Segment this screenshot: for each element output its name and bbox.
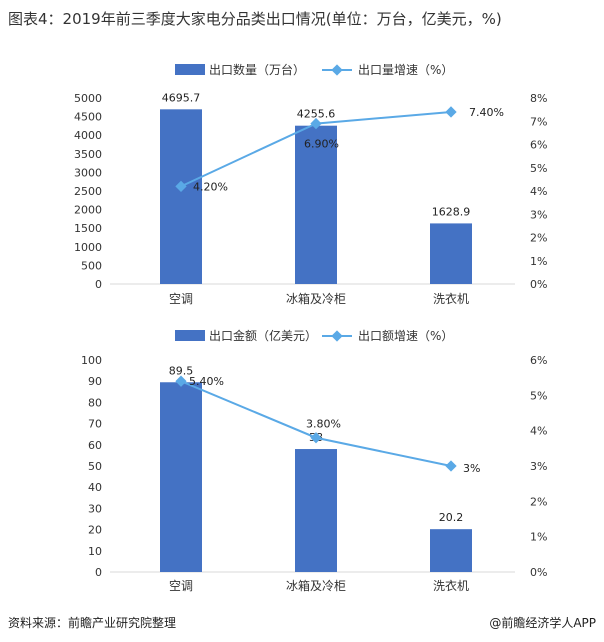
y-tick-label: 2000 — [74, 204, 102, 217]
y2-tick-label: 6% — [530, 139, 547, 152]
legend-line-marker — [331, 64, 343, 76]
bar-value-label: 4255.6 — [297, 108, 336, 121]
bar — [295, 449, 337, 572]
y-tick-label: 4500 — [74, 111, 102, 124]
page-title: 图表4：2019年前三季度大家电分品类出口情况(单位：万台，亿美元，%) — [8, 10, 502, 28]
y2-tick-label: 3% — [530, 460, 547, 473]
y-tick-label: 30 — [88, 502, 102, 515]
bar-value-label: 20.2 — [439, 511, 464, 524]
category-label: 冰箱及冷柜 — [286, 578, 346, 593]
category-label: 冰箱及冷柜 — [286, 291, 346, 306]
y2-tick-label: 0% — [530, 566, 547, 579]
brand-note: @前瞻经济学人APP — [489, 616, 596, 630]
bar-value-label: 1628.9 — [432, 205, 471, 218]
y-tick-label: 0 — [95, 278, 102, 291]
y-tick-label: 5000 — [74, 92, 102, 105]
bar-value-label: 4695.7 — [162, 91, 201, 104]
y2-tick-label: 0% — [530, 278, 547, 291]
y-tick-label: 10 — [88, 545, 102, 558]
legend-line-marker — [331, 330, 343, 342]
line-point — [445, 106, 457, 118]
line-value-label: 5.40% — [189, 375, 224, 388]
bar — [430, 529, 472, 572]
legend-line-label: 出口额增速（%） — [358, 329, 453, 343]
bar — [160, 109, 202, 284]
y2-tick-label: 1% — [530, 255, 547, 268]
line-value-label: 3% — [463, 462, 480, 475]
y2-tick-label: 4% — [530, 185, 547, 198]
category-label: 洗衣机 — [433, 291, 469, 306]
y-tick-label: 80 — [88, 396, 102, 409]
y2-tick-label: 5% — [530, 389, 547, 402]
bar — [295, 125, 337, 284]
category-label: 洗衣机 — [433, 578, 469, 593]
bar-value-label: 89.5 — [169, 364, 194, 377]
line-value-label: 3.80% — [306, 418, 341, 431]
legend-bar-swatch — [175, 64, 205, 75]
legend-bar-label: 出口数量（万台） — [209, 62, 305, 77]
y-tick-label: 500 — [81, 259, 102, 272]
legend-bar-swatch — [175, 330, 205, 341]
y-tick-label: 0 — [95, 566, 102, 579]
line-value-label: 6.90% — [304, 138, 339, 151]
y-tick-label: 60 — [88, 439, 102, 452]
category-label: 空调 — [169, 292, 193, 306]
y-tick-label: 2500 — [74, 185, 102, 198]
y-tick-label: 50 — [88, 460, 102, 473]
y2-tick-label: 7% — [530, 115, 547, 128]
y-tick-label: 1500 — [74, 222, 102, 235]
y2-tick-label: 8% — [530, 92, 547, 105]
legend-line-label: 出口量增速（%） — [358, 63, 453, 77]
y2-tick-label: 2% — [530, 232, 547, 245]
y2-tick-label: 5% — [530, 162, 547, 175]
y2-tick-label: 3% — [530, 208, 547, 221]
y2-tick-label: 4% — [530, 425, 547, 438]
category-label: 空调 — [169, 579, 193, 593]
bar — [160, 382, 202, 572]
y-tick-label: 1000 — [74, 241, 102, 254]
y2-tick-label: 6% — [530, 354, 547, 367]
line-point — [445, 460, 457, 472]
y2-tick-label: 1% — [530, 531, 547, 544]
y-tick-label: 3500 — [74, 148, 102, 161]
y2-tick-label: 2% — [530, 495, 547, 508]
y-tick-label: 40 — [88, 481, 102, 494]
source-note: 资料来源：前瞻产业研究院整理 — [8, 616, 177, 630]
line-point — [175, 180, 187, 193]
y-tick-label: 90 — [88, 375, 102, 388]
y-tick-label: 100 — [81, 354, 102, 367]
y-tick-label: 20 — [88, 524, 102, 537]
bar — [430, 223, 472, 284]
y-tick-label: 4000 — [74, 129, 102, 142]
line-value-label: 4.20% — [193, 180, 228, 193]
y-tick-label: 3000 — [74, 166, 102, 179]
chart-export-value: 出口金额（亿美元） 出口额增速（%） 0 10 20 30 40 50 60 70 80 90 100 0… — [81, 328, 547, 593]
chart-export-volume: 出口数量（万台） 出口量增速（%） 0 500 1000 1500 2000 2500 3000… — [74, 62, 547, 306]
y-tick-label: 70 — [88, 418, 102, 431]
legend-bar-label: 出口金额（亿美元） — [209, 328, 317, 343]
line-value-label: 7.40% — [469, 106, 504, 119]
